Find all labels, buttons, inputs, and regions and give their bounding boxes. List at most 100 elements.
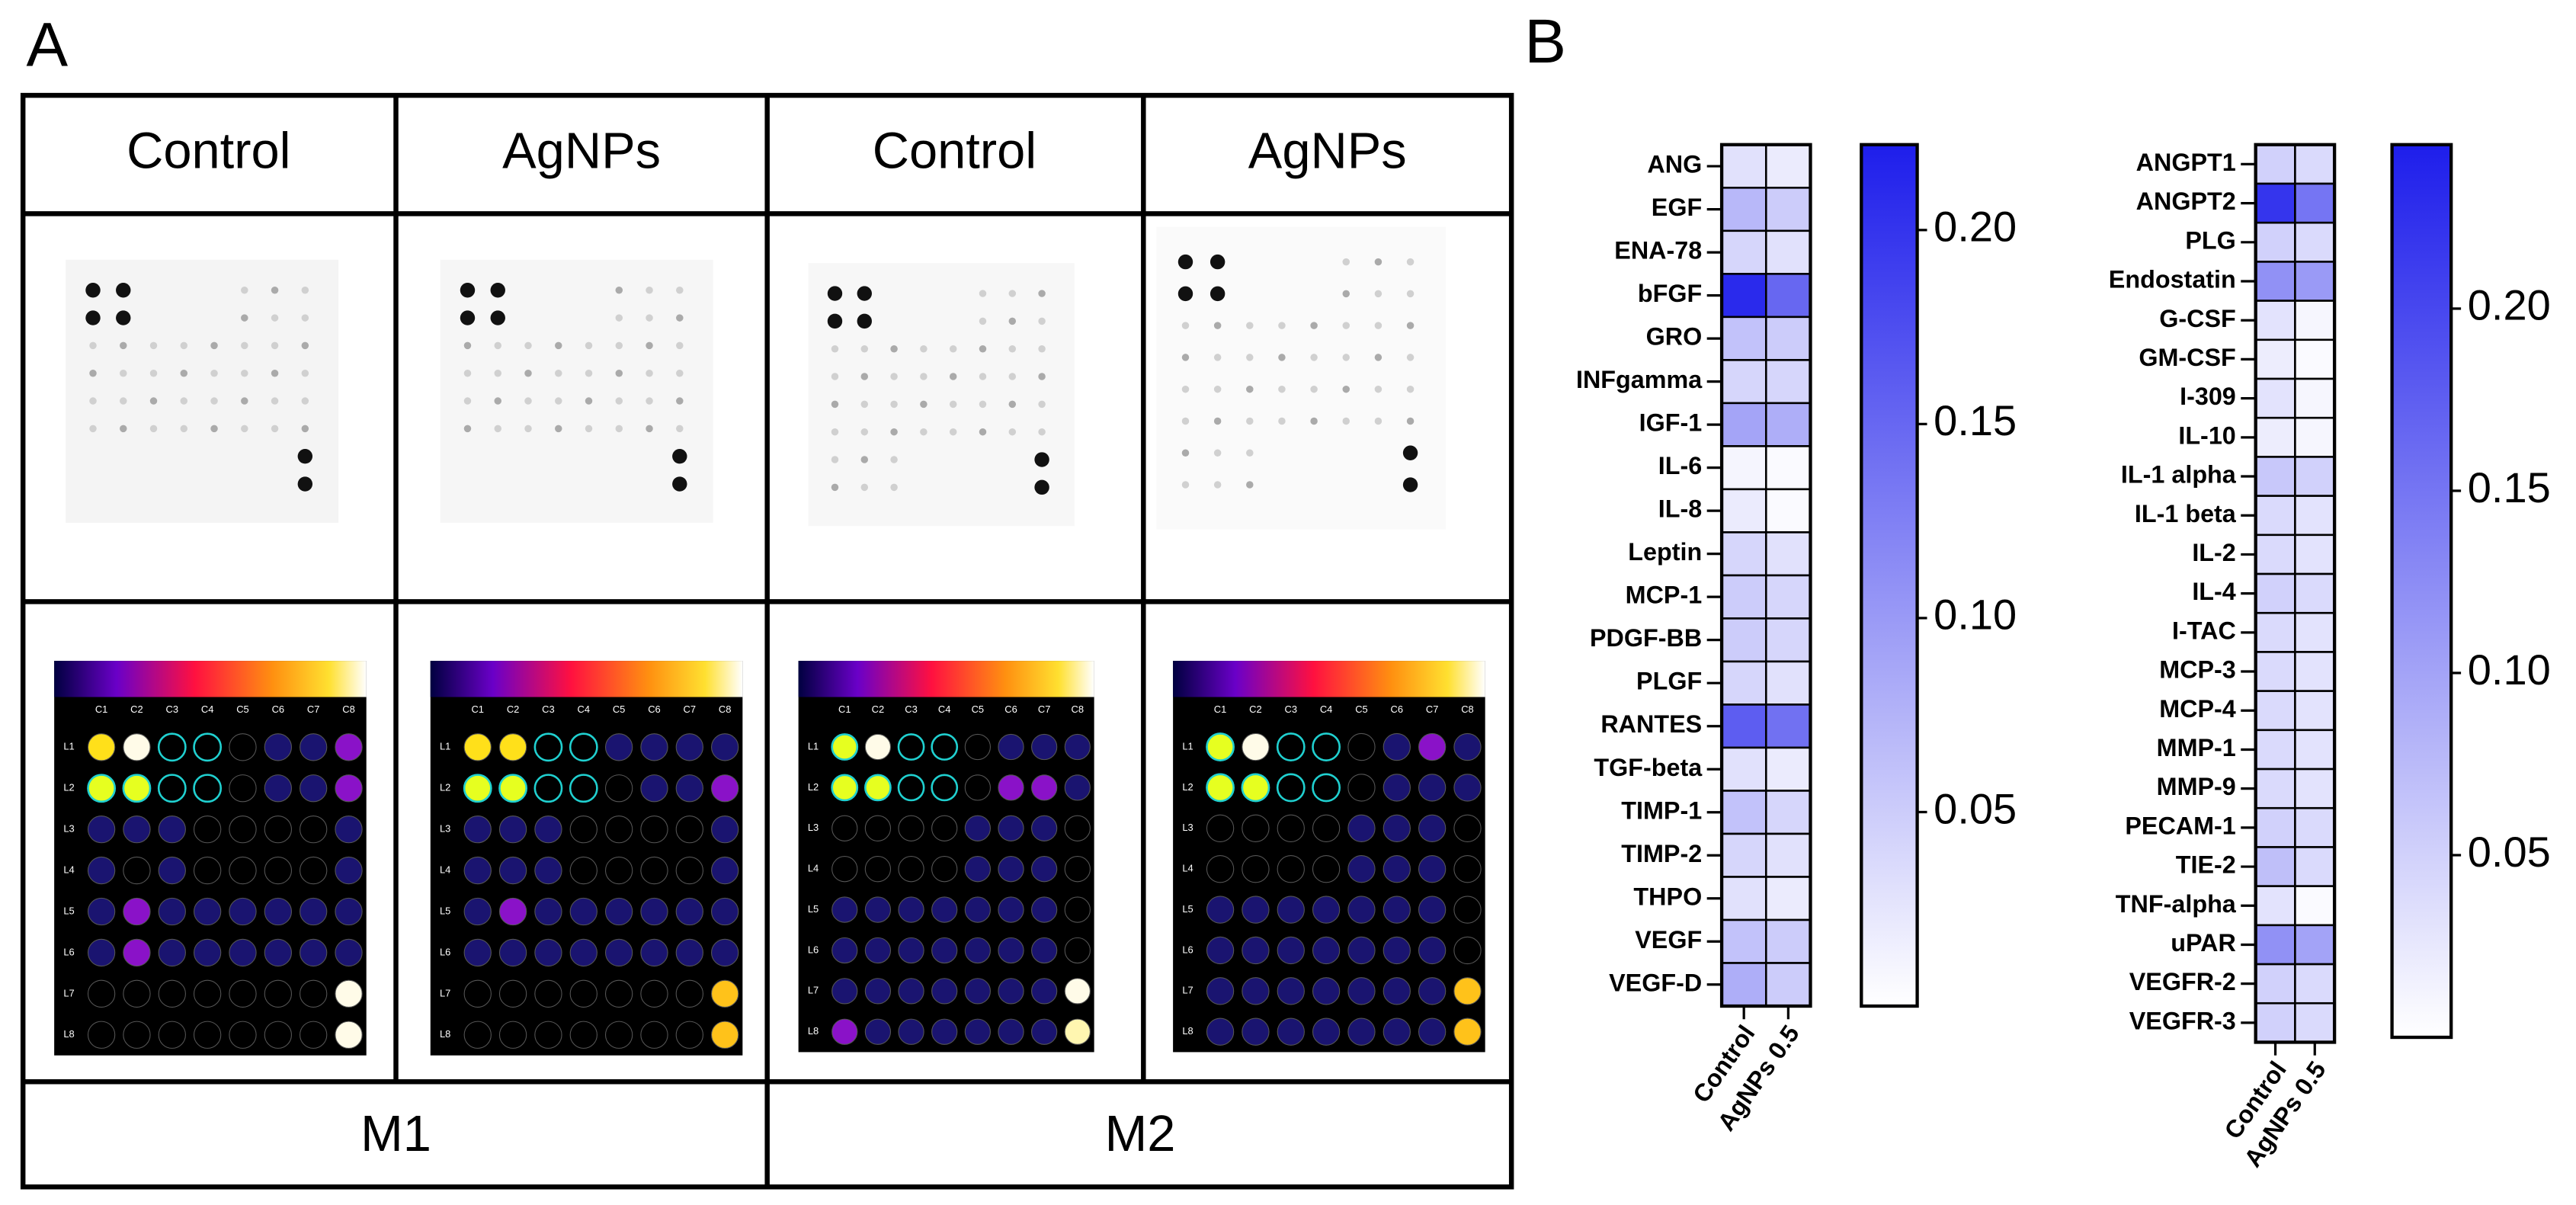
array-spot xyxy=(123,815,151,844)
array-spot xyxy=(158,938,186,967)
blot-spot xyxy=(615,341,623,350)
array-spot xyxy=(1031,937,1058,964)
blot-spot xyxy=(1213,481,1222,489)
array-row-label: L2 xyxy=(63,782,74,793)
array-spot xyxy=(898,1018,924,1045)
array-spot xyxy=(300,1021,328,1049)
heatmap-cell xyxy=(2294,846,2336,887)
array-spot xyxy=(1277,977,1305,1005)
array-row-label: L4 xyxy=(808,863,819,874)
array-spot xyxy=(1031,896,1058,923)
array-spot xyxy=(1383,774,1411,802)
array-spot xyxy=(264,733,292,761)
blot-spot xyxy=(1342,354,1350,361)
array-spot xyxy=(998,815,1024,841)
array-spot xyxy=(1383,896,1411,924)
array-spot xyxy=(1064,856,1091,883)
array-spot xyxy=(898,856,924,883)
blot-spot xyxy=(890,345,898,353)
heatmap-cell xyxy=(1720,918,1767,964)
blot-spot xyxy=(149,341,158,350)
array-spot xyxy=(123,856,151,885)
array-spot xyxy=(1312,855,1341,883)
array-spot xyxy=(1206,814,1235,842)
blot-spot xyxy=(1213,385,1222,393)
heatmap-cell xyxy=(1720,876,1767,921)
heatmap-cell xyxy=(2294,495,2336,537)
column-header: Control xyxy=(873,122,1036,179)
blot-spot xyxy=(615,425,623,433)
blot-spot xyxy=(585,397,593,405)
blot-spot xyxy=(555,369,562,377)
blot-spot xyxy=(271,314,279,322)
array-spot xyxy=(335,979,363,1008)
row-label: MMP-1 xyxy=(2157,734,2236,761)
blot-spot xyxy=(1374,417,1383,425)
blot-spot xyxy=(1213,449,1222,457)
blot-spot xyxy=(979,428,987,436)
array-spot xyxy=(123,733,151,761)
array-spot xyxy=(1031,774,1058,801)
array-spot xyxy=(711,1021,739,1049)
array-spot xyxy=(964,856,991,883)
array-spot xyxy=(264,815,292,844)
array-spot xyxy=(931,815,958,841)
colorbar-tick-label: 0.10 xyxy=(2468,646,2551,694)
array-spot xyxy=(964,815,991,841)
heatmap-cell xyxy=(1764,229,1812,275)
array-spot xyxy=(1206,936,1235,965)
array-column-label: C7 xyxy=(1426,703,1439,715)
blot-spot xyxy=(1406,417,1415,425)
colorbar xyxy=(2390,143,2453,1040)
array-row-label: L1 xyxy=(1182,740,1193,752)
array-spot xyxy=(158,1021,186,1049)
array-spot xyxy=(229,938,257,967)
heatmap-cell xyxy=(2254,846,2296,887)
array-spot xyxy=(998,774,1024,801)
blot-spot xyxy=(1038,345,1046,353)
blot-spot xyxy=(646,397,653,405)
array-spot xyxy=(1347,855,1376,883)
array-spot xyxy=(1312,732,1341,761)
blot-spot xyxy=(297,449,313,464)
array-spot xyxy=(463,1021,492,1049)
array-spot xyxy=(964,1018,991,1045)
array-spot xyxy=(1418,977,1447,1005)
column-header: AgNPs xyxy=(502,122,661,179)
blot-spot xyxy=(241,287,248,294)
blot-spot xyxy=(180,341,188,350)
blot-spot xyxy=(1406,290,1415,298)
array-spot xyxy=(931,1018,958,1045)
blot-spot xyxy=(555,425,562,433)
blot-spot xyxy=(180,369,188,377)
array-spot xyxy=(498,938,527,967)
array-spot xyxy=(193,774,223,803)
array-spot xyxy=(463,815,492,844)
blot-image xyxy=(808,263,1075,527)
array-column-label: C6 xyxy=(1004,703,1017,715)
blot-spot xyxy=(149,425,158,433)
array-spot xyxy=(534,897,562,926)
row-label: IL-1 alpha xyxy=(2121,461,2237,489)
blot-spot xyxy=(1213,322,1222,329)
blot-spot xyxy=(615,397,623,405)
array-spot xyxy=(534,1021,562,1049)
array-spot xyxy=(964,733,991,761)
blot-spot xyxy=(920,345,928,353)
array-spot xyxy=(897,733,925,761)
array-spot xyxy=(1383,977,1411,1005)
array-column-label: C2 xyxy=(130,703,143,715)
blot-spot xyxy=(890,373,898,380)
array-spot xyxy=(1312,896,1341,924)
array-spot xyxy=(1312,773,1341,803)
heatmap-cell xyxy=(1764,876,1812,921)
array-spot xyxy=(998,1018,1024,1045)
array-spot xyxy=(264,938,292,967)
array-spot xyxy=(1277,896,1305,924)
array-spot xyxy=(1031,1018,1058,1045)
array-spot xyxy=(1347,896,1376,924)
blot-spot xyxy=(460,283,476,298)
blot-spot xyxy=(1246,322,1254,329)
array-spot xyxy=(498,1021,527,1049)
blot-spot xyxy=(585,341,593,350)
